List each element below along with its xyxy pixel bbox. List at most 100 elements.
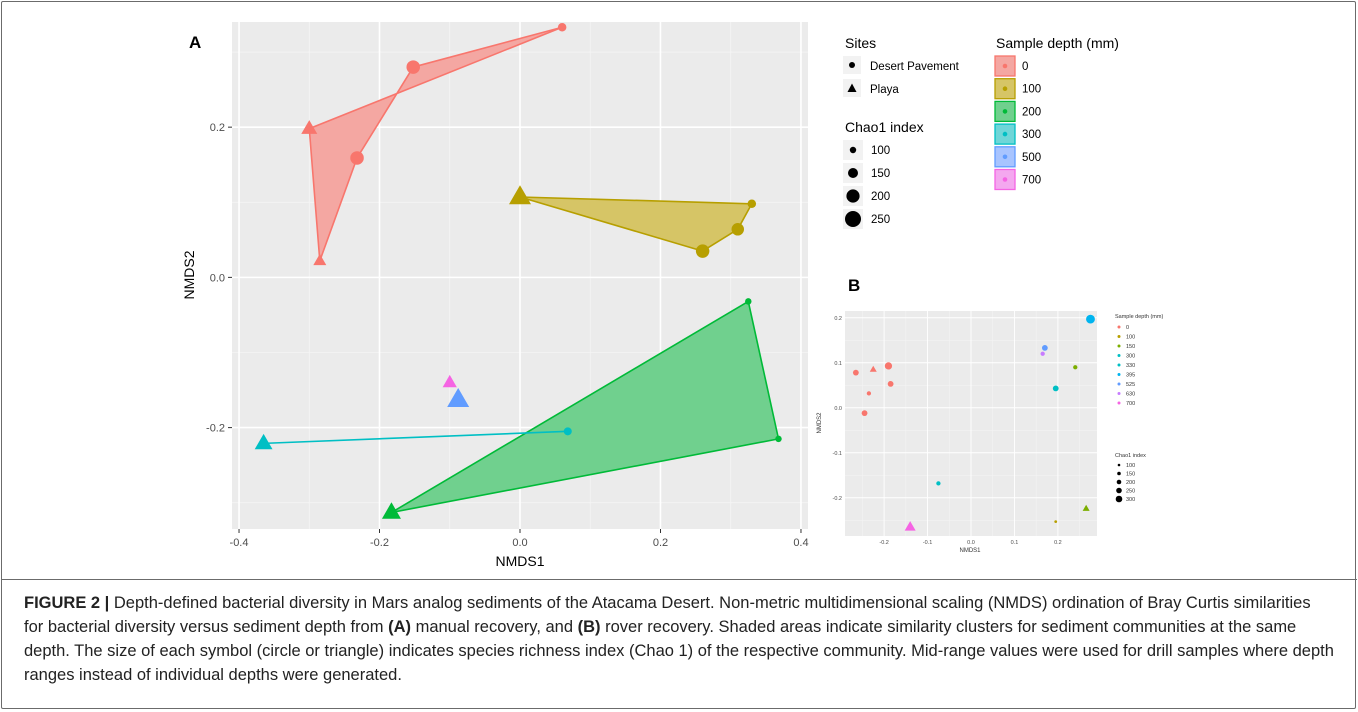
legend-b-depth-dot-icon: [1117, 373, 1121, 376]
legend-chao1-value: 100: [871, 145, 890, 157]
panel-b-point-playa: [904, 521, 916, 531]
panel-a-point-desert-pavement: [563, 427, 572, 436]
panel-a-x-tick-label: -0.4: [230, 537, 249, 549]
legend-b-depth-value: 0: [1126, 325, 1129, 331]
legend-depth-keys: 0 100 200 300 500 700: [994, 55, 1041, 191]
legend-depth-value: 500: [1022, 152, 1041, 164]
panel-b-point-desert-pavement: [887, 381, 894, 387]
caption-text-1: Depth-defined bacterial diversity in Mar…: [24, 594, 1311, 636]
panel-b-y-tick-label: 0.1: [834, 361, 842, 367]
legend-chao1-value: 200: [871, 191, 890, 203]
panel-b-label: B: [848, 276, 860, 295]
legend-b-chao1-circle-icon: [1116, 487, 1122, 494]
legend-b-chao1-circle-icon: [1117, 471, 1121, 476]
panel-a-point-playa: [381, 502, 401, 519]
panel-a-hulls: [263, 26, 780, 514]
panel-b-x-tick-label: 0.2: [1054, 540, 1062, 546]
legend-chao1-value: 250: [871, 214, 890, 226]
panel-a: A -0.4 -0.2 0.0 0.2 0.4 -0.2 0.0 0.2 NMDS1 NMDS…: [181, 22, 809, 569]
panel-a-y-tick-label: 0.2: [210, 122, 225, 134]
legend-b-depth-value: 100: [1126, 335, 1135, 341]
legend-chao1-circle-icon: [845, 211, 861, 227]
panel-b-major-grid: [845, 311, 1097, 536]
panel-a-x-tick-label: 0.2: [653, 537, 668, 549]
panel-a-points: [254, 23, 782, 519]
legend-b-chao1-keys: 100 150 200 250 300: [1115, 463, 1135, 503]
caption-bold-b: (B): [577, 618, 601, 636]
legend-depth-dot-icon: [1002, 177, 1008, 182]
legend-depth-value: 300: [1022, 129, 1041, 141]
panel-a-point-desert-pavement: [695, 244, 710, 258]
panel-b-x-tick-label: -0.1: [923, 540, 932, 546]
panel-b-legend: Sample depth (mm) 0 100 150 300 330 395 525 630…: [1115, 314, 1163, 503]
panel-a-point-desert-pavement: [731, 223, 745, 236]
legend-chao1-circle-icon: [849, 146, 857, 154]
caption-bold-a: (A): [388, 618, 411, 636]
panel-a-point-playa: [313, 253, 327, 266]
caption-text-3: rover recovery. Shaded areas indicate si…: [24, 618, 1334, 684]
panel-b: B -0.2 -0.1 0.0 0.1 0.2 -0.2 -0.1 0.0 0.1 0.2 NMD…: [817, 276, 1097, 554]
legend-b-chao1-circle-icon: [1117, 463, 1121, 467]
panel-b-points: [852, 314, 1095, 531]
caption-text-2: manual recovery, and: [410, 618, 578, 636]
legend-b-depth-dot-icon: [1117, 335, 1121, 338]
panel-b-minor-grid: [845, 311, 1097, 536]
panel-b-point-desert-pavement: [1040, 351, 1045, 356]
legend-b-depth-dot-icon: [1117, 354, 1121, 357]
panel-a-point-desert-pavement: [775, 435, 782, 443]
caption-separator: [1, 579, 1357, 580]
legend-b-depth-dot-icon: [1117, 392, 1121, 395]
legend-depth-title: Sample depth (mm): [996, 35, 1119, 51]
legend-circle-icon: [849, 62, 855, 68]
panel-b-x-axis-title: NMDS1: [959, 548, 981, 554]
legend-b-depth-value: 630: [1126, 392, 1135, 398]
legend-chao1-value: 150: [871, 168, 890, 180]
panel-a-x-tick-label: -0.2: [370, 537, 389, 549]
legend-depth-dot-icon: [1002, 86, 1008, 91]
panel-a-hull-depth-300: [263, 430, 568, 445]
legend-depth-value: 0: [1022, 61, 1028, 73]
panel-b-x-tick-label: 0.0: [967, 540, 975, 546]
legend-depth-dot-icon: [1002, 131, 1008, 137]
legend-depth-dot-icon: [1002, 63, 1008, 69]
panel-b-point-desert-pavement: [936, 481, 941, 486]
legend-b-depth-value: 330: [1126, 363, 1135, 369]
legend-b-chao1-value: 250: [1126, 489, 1135, 495]
panel-a-point-desert-pavement: [406, 60, 420, 74]
figure-canvas: A -0.4 -0.2 0.0 0.2 0.4 -0.2 0.0 0.2 NMDS1 NMDS…: [181, 22, 1163, 569]
legend-b-depth-title: Sample depth (mm): [1115, 314, 1163, 320]
panel-a-y-axis-title: NMDS2: [181, 250, 197, 299]
panel-a-point-playa: [509, 185, 531, 205]
panel-a-hull-depth-200: [390, 300, 780, 514]
panel-b-point-desert-pavement: [852, 369, 859, 376]
legend-depth-dot-icon: [1002, 154, 1008, 160]
legend-chao1-title: Chao1 index: [845, 119, 924, 135]
legend-chao1-keys: 100 150 200 250: [843, 140, 890, 229]
caption-label: FIGURE 2 |: [24, 594, 110, 612]
panel-a-y-tick-label: -0.2: [206, 423, 225, 435]
legend-b-depth-dot-icon: [1117, 363, 1121, 367]
panel-a-point-playa: [447, 387, 470, 408]
legend-b-chao1-value: 300: [1126, 497, 1135, 503]
legend-b-chao1-value: 200: [1126, 480, 1135, 486]
panel-a-axes: -0.4 -0.2 0.0 0.2 0.4 -0.2 0.0 0.2: [206, 122, 809, 549]
legend-b-chao1-title: Chao1 index: [1115, 453, 1146, 459]
panel-b-axes: -0.2 -0.1 0.0 0.1 0.2 -0.2 -0.1 0.0 0.1 0.2: [833, 316, 1062, 546]
panel-a-label: A: [189, 33, 201, 52]
legend-depth-dot-icon: [1002, 109, 1008, 114]
legend-b-depth-value: 525: [1126, 382, 1135, 388]
legend-site-playa: Playa: [870, 84, 899, 96]
panel-b-y-tick-label: -0.1: [833, 451, 842, 457]
panel-a-point-desert-pavement: [557, 23, 567, 32]
legend-sites-title: Sites: [845, 35, 876, 51]
panel-b-x-tick-label: -0.2: [879, 540, 888, 546]
legend-b-depth-value: 700: [1126, 401, 1135, 407]
panel-b-point-desert-pavement: [1054, 520, 1058, 523]
panel-b-point-desert-pavement: [1086, 314, 1095, 324]
legend-b-depth-dot-icon: [1117, 401, 1121, 405]
legend-chao1-circle-icon: [848, 168, 858, 178]
legend-b-depth-dot-icon: [1117, 382, 1121, 386]
legend-chao1-circle-icon: [846, 189, 860, 203]
